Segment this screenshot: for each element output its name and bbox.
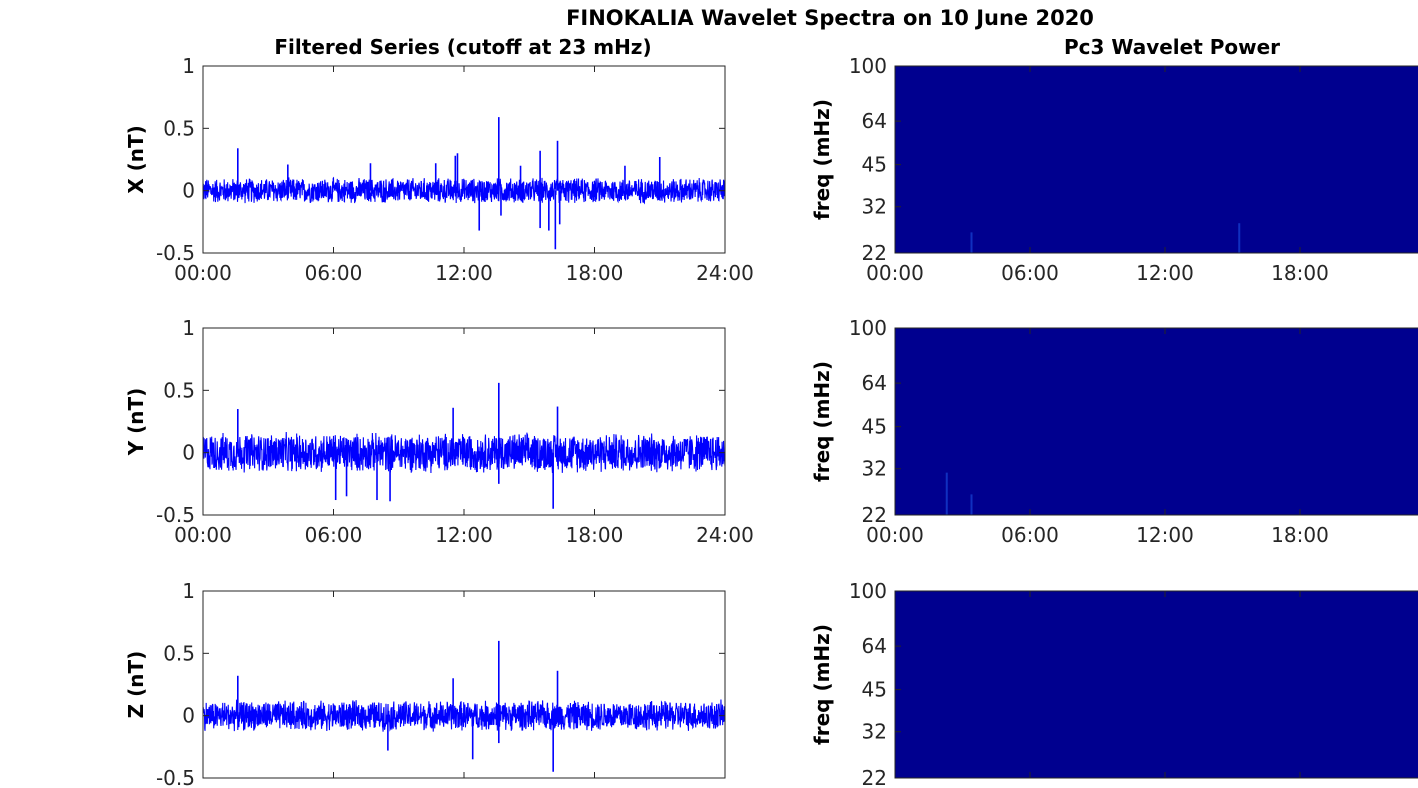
series-xtick-label: 18:00 xyxy=(566,523,624,547)
power-ytick-label: 100 xyxy=(849,579,887,603)
power-ytick-label: 45 xyxy=(862,153,887,177)
power-xtick-label: 18:00 xyxy=(1271,261,1329,285)
plot-area xyxy=(203,66,725,253)
power-ytick-label: 32 xyxy=(862,457,887,481)
series-line xyxy=(202,432,726,474)
series-ytick-label: -0.5 xyxy=(156,503,195,527)
power-ytick-label: 100 xyxy=(849,54,887,78)
y-axis-label: freq (mHz) xyxy=(810,361,834,482)
series-xtick-label: 12:00 xyxy=(435,261,493,285)
series-xtick-label: 00:00 xyxy=(174,523,232,547)
power-ytick-label: 64 xyxy=(862,371,887,395)
series-line xyxy=(202,699,726,732)
series-xtick-label: 18:00 xyxy=(566,261,624,285)
plot-area xyxy=(203,328,725,515)
power-highlight xyxy=(945,472,948,515)
power-ytick-label: 45 xyxy=(862,415,887,439)
power-xtick-label: 12:00 xyxy=(1136,261,1194,285)
series-panel-x: 00:00 06:00 12:00 18:00 24:00 -0.5 0 0.5 1 X (nT) xyxy=(124,54,754,285)
series-xtick-label: 06:00 xyxy=(305,523,363,547)
y-axis-label: X (nT) xyxy=(124,125,148,194)
series-xtick-label: 00:00 xyxy=(174,261,232,285)
power-ytick-label: 100 xyxy=(849,316,887,340)
power-panel-3: 22 32 45 64 100 freq (mHz) xyxy=(810,579,1418,788)
power-ytick-label: 22 xyxy=(862,503,887,527)
power-ytick-label: 64 xyxy=(862,634,887,658)
power-ytick-label: 64 xyxy=(862,109,887,133)
plot-area xyxy=(203,591,725,778)
series-ytick-label: 0.5 xyxy=(163,378,195,402)
series-ytick-label: 0 xyxy=(182,441,195,465)
left-column-title: Filtered Series (cutoff at 23 mHz) xyxy=(274,35,651,59)
power-highlight xyxy=(1238,223,1241,253)
series-ytick-label: 0.5 xyxy=(163,116,195,140)
y-axis-label: Y (nT) xyxy=(124,388,148,457)
series-ytick-label: 0.5 xyxy=(163,641,195,665)
power-heatmap xyxy=(895,591,1418,778)
power-heatmap xyxy=(895,328,1418,515)
figure-title: FINOKALIA Wavelet Spectra on 10 June 202… xyxy=(566,6,1094,30)
power-ytick-label: 22 xyxy=(862,766,887,788)
power-ytick-label: 32 xyxy=(862,195,887,219)
y-axis-label: Z (nT) xyxy=(124,651,148,719)
power-xtick-label: 18:00 xyxy=(1271,523,1329,547)
series-panel-z: -0.5 0 0.5 1 Z (nT) xyxy=(124,579,726,788)
power-xtick-label: 00:00 xyxy=(866,261,924,285)
power-highlight xyxy=(970,494,973,515)
power-xtick-label: 00:00 xyxy=(866,523,924,547)
power-highlight xyxy=(970,232,973,253)
series-ytick-label: 1 xyxy=(182,316,195,340)
power-ytick-label: 32 xyxy=(862,720,887,744)
right-column-title: Pc3 Wavelet Power xyxy=(1064,35,1280,59)
power-heatmap xyxy=(895,66,1418,253)
series-panel-y: 00:00 06:00 12:00 18:00 24:00 -0.5 0 0.5 1 Y (nT) xyxy=(124,316,754,547)
series-ytick-label: -0.5 xyxy=(156,241,195,265)
chart-panels: 00:00 06:00 12:00 18:00 24:00 -0.5 0 0.5 1 X (nT)… xyxy=(124,54,1418,788)
power-xtick-label: 06:00 xyxy=(1001,261,1059,285)
power-ytick-label: 45 xyxy=(862,678,887,702)
power-xtick-label: 12:00 xyxy=(1136,523,1194,547)
power-xtick-label: 06:00 xyxy=(1001,523,1059,547)
series-xtick-label: 24:00 xyxy=(696,523,754,547)
series-ytick-label: 0 xyxy=(182,179,195,203)
series-ytick-label: 1 xyxy=(182,54,195,78)
series-ytick-label: 1 xyxy=(182,579,195,603)
y-axis-label: freq (mHz) xyxy=(810,624,834,745)
y-axis-label: freq (mHz) xyxy=(810,99,834,220)
series-line xyxy=(202,176,726,205)
series-xtick-label: 12:00 xyxy=(435,523,493,547)
series-xtick-label: 06:00 xyxy=(305,261,363,285)
series-ytick-label: -0.5 xyxy=(156,766,195,788)
series-ytick-label: 0 xyxy=(182,704,195,728)
power-ytick-label: 22 xyxy=(862,241,887,265)
series-xtick-label: 24:00 xyxy=(696,261,754,285)
